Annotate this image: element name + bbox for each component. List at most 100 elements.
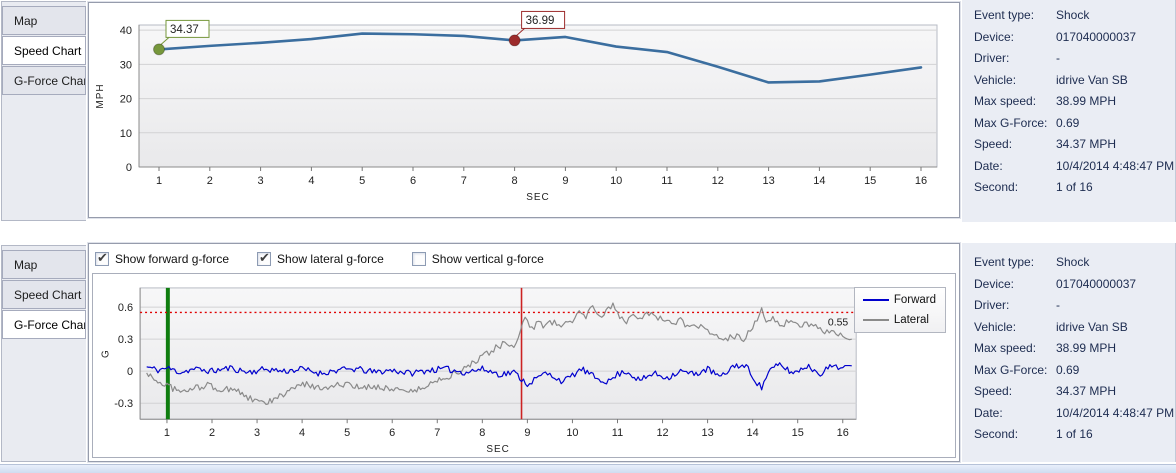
svg-text:2: 2 <box>209 427 215 439</box>
svg-text:1: 1 <box>164 427 170 439</box>
svg-text:36.99: 36.99 <box>526 15 555 27</box>
detail-label: Device: <box>974 276 1015 291</box>
detail-value: 10/4/2014 4:48:47 PM <box>1056 405 1175 420</box>
svg-text:SEC: SEC <box>486 444 509 455</box>
svg-text:3: 3 <box>254 427 260 439</box>
speed-panel-tabstrip: Map Speed Chart G-Force Chart <box>1 1 86 221</box>
detail-value: 017040000037 <box>1056 29 1137 44</box>
svg-text:4: 4 <box>308 175 314 187</box>
detail-value: Shock <box>1056 255 1090 269</box>
detail-label: Device: <box>974 29 1015 44</box>
detail-row: Date: 10/4/2014 4:48:47 PM <box>974 159 1175 173</box>
svg-text:9: 9 <box>562 175 568 187</box>
svg-text:SEC: SEC <box>526 192 550 203</box>
svg-text:0: 0 <box>126 162 132 174</box>
checkbox-box[interactable] <box>95 250 109 266</box>
detail-label: Driver: <box>974 298 1010 312</box>
svg-text:6: 6 <box>389 427 395 439</box>
detail-label: Speed: <box>974 137 1013 151</box>
checkbox-show-lateral-gforce[interactable]: Show lateral g-force <box>257 250 384 266</box>
svg-text:11: 11 <box>661 175 672 187</box>
detail-row: Driver: - <box>974 299 1175 312</box>
legend-item-lateral: Lateral <box>862 314 936 326</box>
svg-text:30: 30 <box>120 59 132 71</box>
detail-row: Max G-Force: 0.69 <box>974 115 1175 130</box>
svg-text:13: 13 <box>702 427 714 439</box>
gforce-chart-box: Show forward g-force Show lateral g-forc… <box>88 243 960 462</box>
svg-text:3: 3 <box>258 175 264 187</box>
checkbox-label: Show forward g-force <box>115 252 230 266</box>
svg-text:10: 10 <box>120 128 132 140</box>
gforce-chart-area: -0.3 0 0.3 0.6 1 2 3 4 5 6 7 8 9 10 11 12 13 14 15 16 SEC G 0.… <box>92 273 956 458</box>
detail-label: Max speed: <box>974 341 1037 355</box>
detail-value: 1 of 16 <box>1056 180 1093 194</box>
legend-label: Lateral <box>893 314 929 326</box>
tab-map[interactable]: Map <box>2 250 86 279</box>
detail-row: Date: 10/4/2014 4:48:47 PM <box>974 405 1175 420</box>
svg-text:7: 7 <box>461 175 467 187</box>
detail-value: 0.69 <box>1056 362 1080 377</box>
svg-text:10: 10 <box>610 175 622 187</box>
svg-text:0: 0 <box>127 366 133 378</box>
detail-value: 34.37 MPH <box>1056 137 1117 151</box>
svg-text:G: G <box>100 349 111 358</box>
svg-text:16: 16 <box>915 175 927 187</box>
svg-text:1: 1 <box>156 175 162 187</box>
gforce-chart[interactable]: -0.300.30.61 2 3 4 5 6 7 8 9 10 11 12 13 14 15 16SECG0.… <box>93 274 955 457</box>
detail-row: Speed: 34.37 MPH <box>974 138 1175 151</box>
chart-legend: Forward Lateral <box>853 287 946 333</box>
svg-text:12: 12 <box>712 175 724 187</box>
svg-text:16: 16 <box>837 427 849 439</box>
detail-value: - <box>1056 51 1060 65</box>
detail-label: Speed: <box>974 384 1013 398</box>
detail-label: Second: <box>974 427 1019 441</box>
tab-map[interactable]: Map <box>2 6 86 35</box>
detail-value: 34.37 MPH <box>1056 384 1117 398</box>
forward-line-swatch <box>862 299 889 301</box>
svg-text:8: 8 <box>479 427 485 439</box>
svg-text:0.55: 0.55 <box>828 317 849 328</box>
tab-speed-chart[interactable]: Speed Chart <box>2 280 86 309</box>
detail-label: Driver: <box>974 51 1010 65</box>
detail-row: Device: 017040000037 <box>974 276 1175 291</box>
svg-text:0.6: 0.6 <box>118 302 133 314</box>
svg-text:MPH: MPH <box>95 83 106 108</box>
detail-label: Max speed: <box>974 94 1037 108</box>
checkbox-box[interactable] <box>257 250 272 266</box>
detail-row: Max speed: 38.99 MPH <box>974 342 1175 355</box>
detail-row: Vehicle: idrive Van SB <box>974 72 1175 87</box>
detail-value: Shock <box>1056 8 1090 22</box>
svg-text:2: 2 <box>207 175 213 187</box>
event-details-panel-bottom: Event type: Shock Device: 017040000037 D… <box>962 243 1176 462</box>
detail-label: Second: <box>974 180 1019 194</box>
detail-row: Max G-Force: 0.69 <box>974 362 1175 377</box>
svg-text:6: 6 <box>410 175 416 187</box>
detail-row: Second: 1 of 16 <box>974 428 1175 441</box>
checkbox-show-forward-gforce[interactable]: Show forward g-force <box>95 250 230 266</box>
svg-text:11: 11 <box>612 427 623 439</box>
svg-text:14: 14 <box>747 427 759 439</box>
svg-text:5: 5 <box>344 427 350 439</box>
detail-row: Second: 1 of 16 <box>974 181 1175 194</box>
detail-row: Driver: - <box>974 52 1175 65</box>
window-bottom-edge <box>0 464 1176 473</box>
tab-speed-chart[interactable]: Speed Chart <box>2 36 86 65</box>
tab-gforce-chart[interactable]: G-Force Chart <box>2 66 86 95</box>
detail-row: Speed: 34.37 MPH <box>974 385 1175 398</box>
gforce-panel-tabstrip: Map Speed Chart G-Force Chart <box>1 245 86 462</box>
tab-gforce-chart[interactable]: G-Force Chart <box>2 310 86 339</box>
detail-value: 38.99 MPH <box>1056 341 1117 355</box>
detail-label: Date: <box>974 405 1003 420</box>
checkbox-show-vertical-gforce[interactable]: Show vertical g-force <box>411 252 544 266</box>
checkbox-box[interactable] <box>411 252 426 266</box>
checkbox-label: Show vertical g-force <box>431 252 544 266</box>
detail-value: 0.69 <box>1056 115 1080 130</box>
svg-text:40: 40 <box>120 25 132 37</box>
svg-text:-0.3: -0.3 <box>114 398 133 410</box>
detail-value: idrive Van SB <box>1056 72 1128 87</box>
svg-text:7: 7 <box>434 427 440 439</box>
detail-value: - <box>1056 298 1060 312</box>
svg-text:20: 20 <box>120 94 132 106</box>
detail-row: Device: 017040000037 <box>974 29 1175 44</box>
